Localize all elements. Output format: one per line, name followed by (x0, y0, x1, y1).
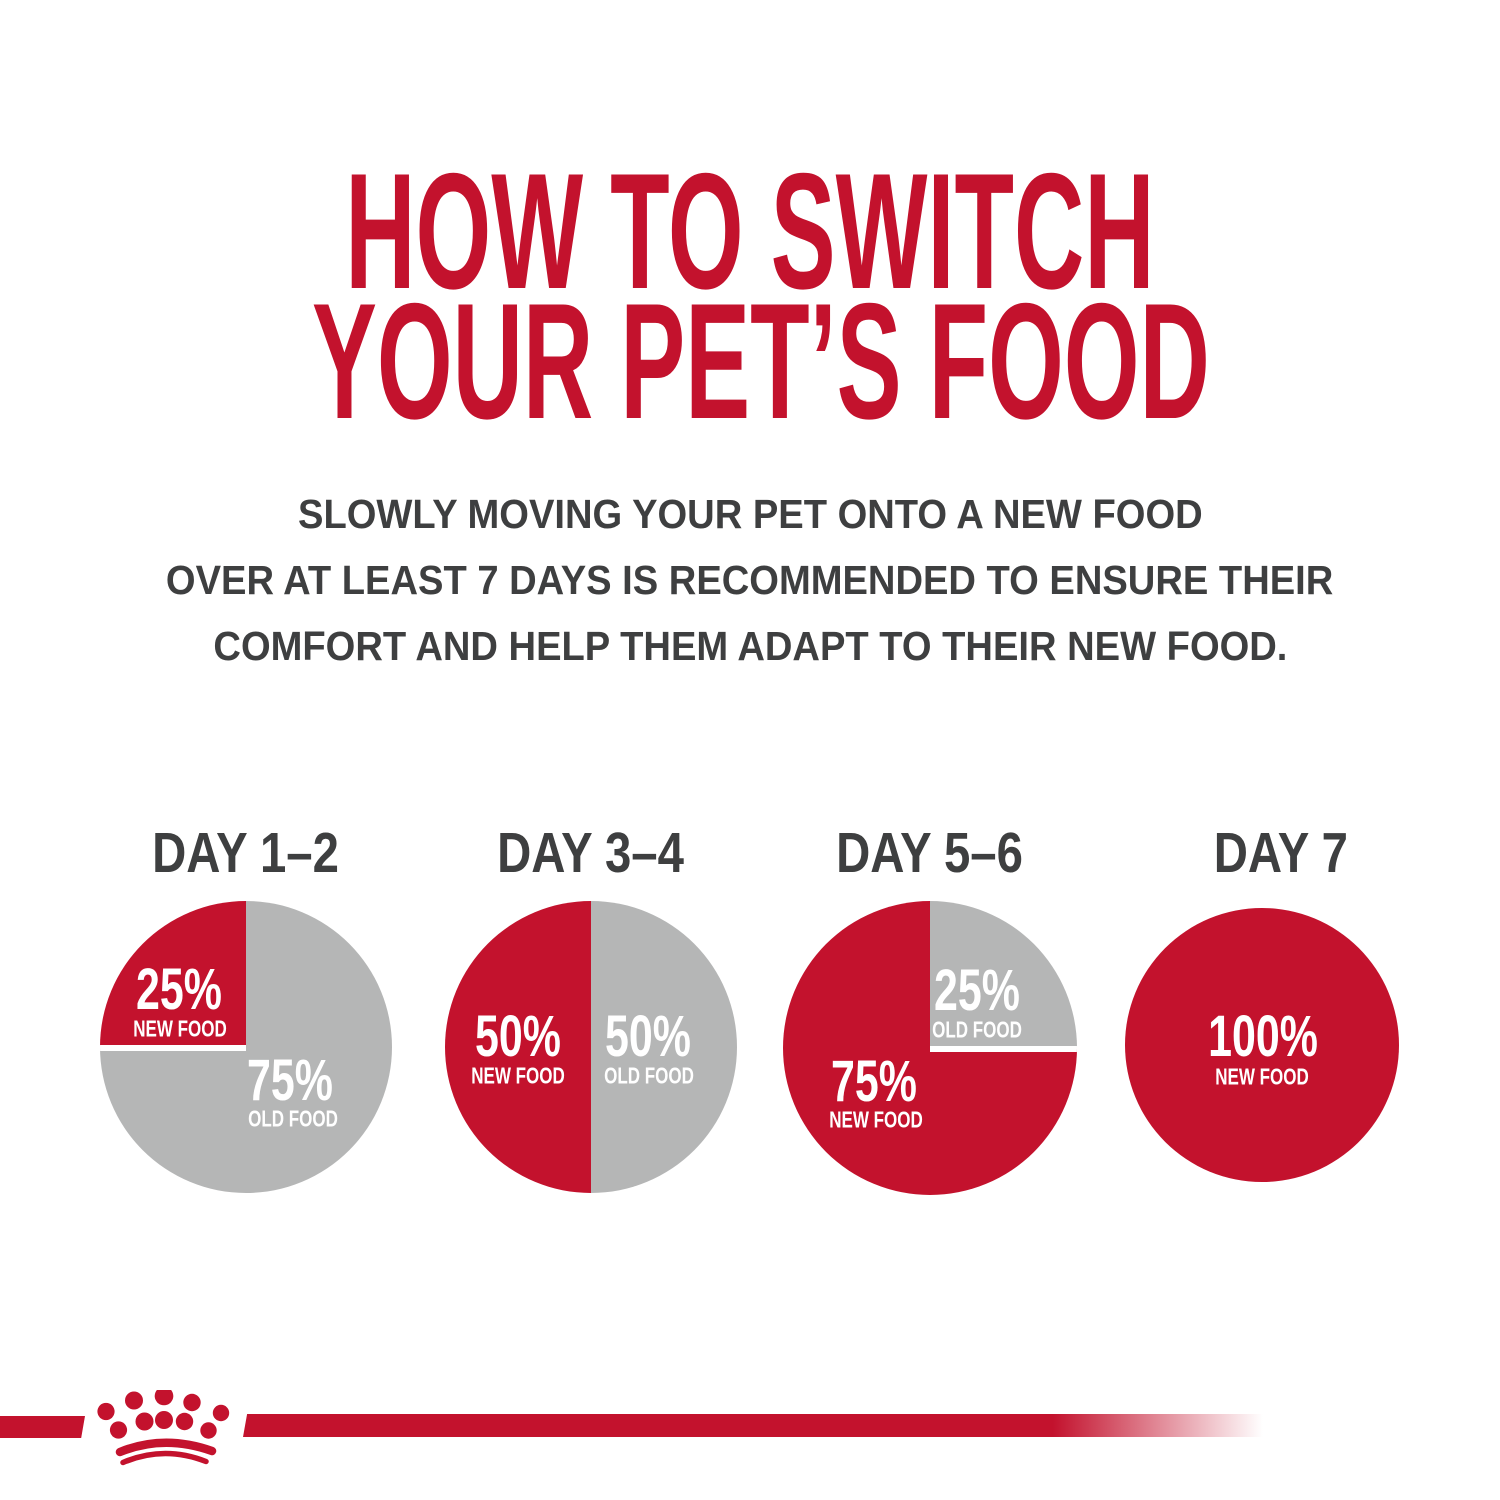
day-5-6-label: DAY 5–6 (836, 821, 1024, 885)
intro-text-line-3: COMFORT AND HELP THEM ADAPT TO THEIR NEW… (213, 623, 1287, 669)
page-title-line-2: YOUR PET’S FOOD (311, 269, 1210, 453)
intro-text-line-2: OVER AT LEAST 7 DAYS IS RECOMMENDED TO E… (166, 557, 1334, 603)
old-food-label: OLD FOOD (247, 1105, 338, 1132)
new-food-pct: 100% (1208, 1003, 1319, 1069)
old-food-label: OLD FOOD (604, 1062, 695, 1089)
pie-chart-day-3-4: 50% NEW FOOD 50% OLD FOOD (445, 901, 737, 1193)
day-3-4-label: DAY 3–4 (497, 821, 685, 885)
page-title-line-1: HOW TO SWITCH (345, 139, 1155, 323)
intro-text: SLOWLY MOVING YOUR PET ONTO A NEW FOOD O… (0, 481, 1500, 679)
new-food-pct: 50% (475, 1003, 561, 1069)
royal-canin-crown-icon (97, 1390, 230, 1466)
slice-separator (100, 1044, 246, 1051)
new-food-label: NEW FOOD (133, 1015, 228, 1042)
day-7-label: DAY 7 (1213, 821, 1349, 885)
intro-text-line-1: SLOWLY MOVING YOUR PET ONTO A NEW FOOD (297, 491, 1203, 537)
slice-separator (930, 1045, 1077, 1052)
new-food-label: NEW FOOD (1215, 1063, 1309, 1089)
pie-chart-day-7: 100% NEW FOOD (1125, 908, 1399, 1182)
brand-bar-right (243, 1414, 1268, 1437)
new-food-pct: 75% (831, 1048, 918, 1114)
new-food-label: NEW FOOD (828, 1106, 923, 1133)
day-1-2-label: DAY 1–2 (152, 821, 340, 885)
new-food-label: NEW FOOD (471, 1062, 565, 1089)
brand-bar-left (0, 1416, 85, 1438)
pie-chart-day-1-2: 25% NEW FOOD 75% OLD FOOD (100, 901, 392, 1193)
new-food-pct: 25% (135, 957, 222, 1023)
pie-chart-day-5-6: 25% OLD FOOD 75% NEW FOOD (783, 901, 1077, 1195)
old-food-pct: 25% (934, 957, 1020, 1023)
old-food-label: OLD FOOD (932, 1016, 1022, 1043)
old-food-pct: 50% (604, 1003, 691, 1069)
old-food-pct: 75% (246, 1047, 333, 1113)
